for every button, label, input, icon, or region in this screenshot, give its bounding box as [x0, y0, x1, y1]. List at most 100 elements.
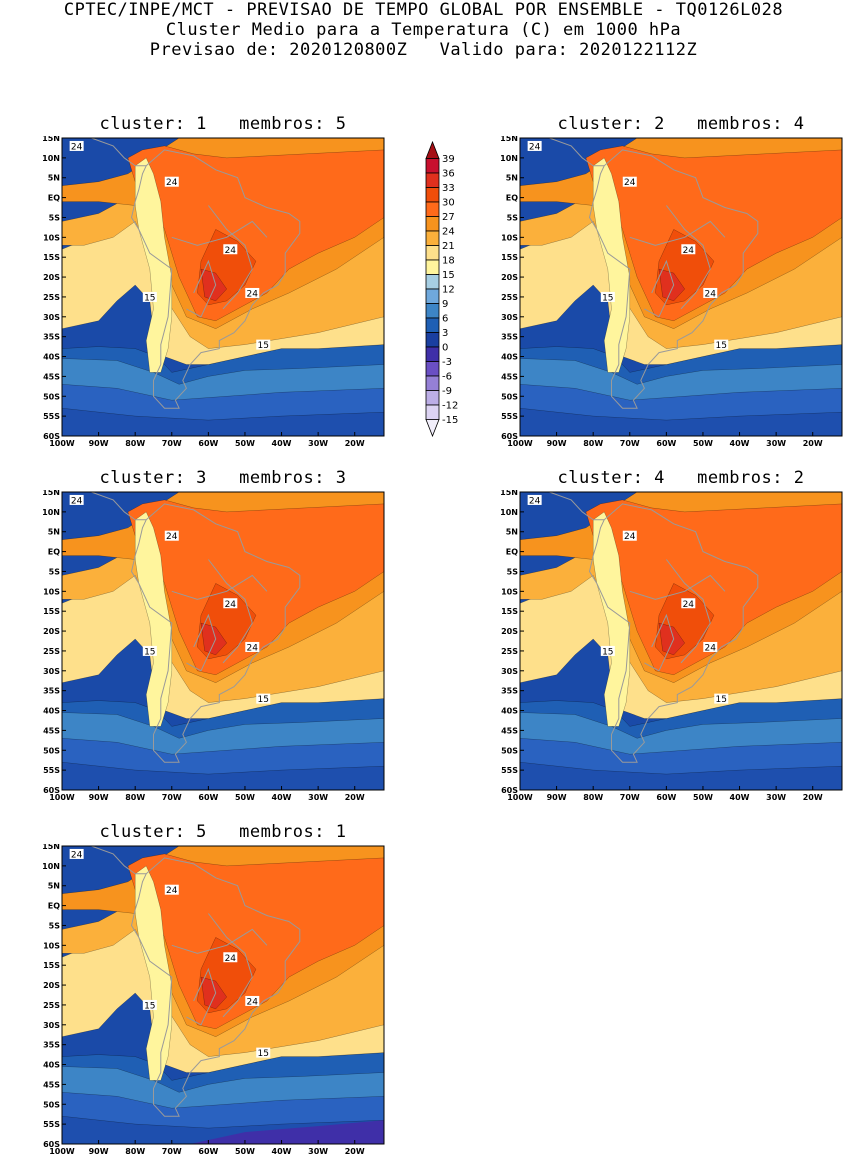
colorbar-swatch-9 — [425, 274, 440, 290]
contour-label-box-4 — [256, 693, 271, 704]
lat-label-5: 10S — [43, 941, 60, 950]
temp-band-10 — [134, 157, 173, 373]
lat-label-15: 60S — [43, 786, 60, 795]
colorbar-label-14: -3 — [442, 357, 452, 368]
lat-label-8: 25S — [43, 1001, 60, 1010]
contour-label-4: 15 — [258, 1049, 269, 1059]
temp-band-9 — [200, 268, 227, 302]
contour-label-box-3 — [703, 641, 718, 652]
contour-label-box-0 — [142, 999, 157, 1010]
contour-label-box-4 — [256, 339, 271, 350]
lat-label-9: 30S — [501, 313, 518, 322]
lon-label-1: 90W — [547, 793, 567, 802]
lat-label-4: 5S — [49, 567, 61, 576]
coastline-3 — [208, 913, 253, 1018]
coastline-2 — [644, 613, 675, 672]
lat-label-14: 55S — [501, 766, 518, 775]
lon-label-8: 20W — [345, 793, 365, 802]
lat-label-6: 15S — [501, 607, 518, 616]
lat-label-10: 35S — [501, 333, 518, 342]
lat-label-10: 35S — [43, 333, 60, 342]
colorbar-label-18: -15 — [442, 415, 458, 426]
colorbar-label-15: -6 — [442, 372, 452, 383]
coastline-0 — [130, 503, 301, 763]
contour-label-1: 24 — [624, 532, 636, 542]
coastline-0 — [130, 149, 301, 409]
coastline-1 — [548, 492, 605, 521]
colorbar-label-4: 27 — [442, 212, 455, 223]
coastline-2 — [186, 259, 217, 318]
contour-label-box-2 — [223, 598, 238, 609]
map-panel-5: 15 24 24 24 15 24 15N 10N 5N EQ 5S 10S 15S 20S 25S 30S 3… — [42, 844, 385, 1156]
lat-label-1: 10N — [42, 862, 60, 871]
contour-label-box-2 — [681, 244, 696, 255]
temp-band-9 — [200, 622, 227, 656]
lat-label-14: 55S — [43, 1120, 60, 1129]
contour-label-box-5 — [527, 494, 542, 505]
colorbar-swatch-11 — [425, 303, 440, 319]
lon-label-4: 60W — [656, 439, 676, 448]
coastline-3 — [208, 559, 253, 664]
colorbar-label-2: 33 — [442, 183, 455, 194]
lon-label-0: 100W — [507, 439, 533, 448]
colorbar-label-17: -12 — [442, 401, 458, 412]
contour-label-box-2 — [681, 598, 696, 609]
colorbar-label-6: 21 — [442, 241, 455, 252]
lon-label-6: 40W — [272, 439, 292, 448]
contour-label-box-1 — [622, 530, 637, 541]
contour-label-2: 24 — [683, 246, 695, 256]
temp-band-7 — [585, 499, 842, 676]
coastline-4 — [629, 574, 726, 600]
lat-label-1: 10N — [42, 154, 60, 163]
lon-label-6: 40W — [730, 793, 750, 802]
lat-label-9: 30S — [43, 667, 60, 676]
coastline-3 — [666, 205, 711, 310]
temp-band-10 — [592, 157, 631, 373]
lon-label-0: 100W — [49, 793, 75, 802]
contour-label-box-5 — [69, 848, 84, 859]
lon-label-1: 90W — [89, 793, 109, 802]
lat-label-0: 15N — [42, 490, 60, 497]
lat-label-4: 5S — [507, 567, 519, 576]
map-frame — [519, 491, 843, 791]
lat-label-12: 45S — [501, 372, 518, 381]
lat-label-2: 5N — [506, 528, 518, 537]
lon-label-8: 20W — [803, 439, 823, 448]
lat-label-15: 60S — [501, 432, 518, 441]
lat-label-10: 35S — [43, 1041, 60, 1050]
coastline-4 — [171, 220, 268, 246]
lat-label-6: 15S — [43, 607, 60, 616]
lon-label-5: 50W — [693, 793, 713, 802]
header-line-2: Cluster Medio para a Temperatura (C) em … — [165, 20, 682, 40]
lat-label-1: 10N — [500, 508, 518, 517]
contour-label-box-5 — [69, 494, 84, 505]
temp-band-7 — [127, 853, 384, 1030]
temp-band-9 — [658, 622, 685, 656]
colorbar-label-10: 9 — [442, 299, 448, 310]
lat-label-7: 20S — [43, 627, 60, 636]
lat-label-6: 15S — [43, 253, 60, 262]
contour-label-box-4 — [714, 339, 729, 350]
panel-title-1: cluster: 1 membros: 5 — [99, 114, 347, 134]
map-frame — [61, 491, 385, 791]
lon-label-2: 80W — [125, 439, 145, 448]
colorbar-label-0: 39 — [442, 154, 455, 165]
lon-label-8: 20W — [345, 439, 365, 448]
temp-band-3 — [520, 407, 842, 436]
lat-label-12: 45S — [43, 726, 60, 735]
contour-label-box-4 — [256, 1047, 271, 1058]
contour-label-3: 24 — [705, 643, 717, 653]
colorbar-label-12: 3 — [442, 328, 448, 339]
coastline-2 — [186, 967, 217, 1026]
colorbar-label-13: 0 — [442, 343, 448, 354]
lon-label-2: 80W — [125, 1147, 145, 1156]
contour-label-1: 24 — [166, 178, 178, 188]
coastline-2 — [186, 613, 217, 672]
temp-band-3 — [520, 761, 842, 790]
lat-label-8: 25S — [43, 647, 60, 656]
header-line-3: Previsao de: 2020120800Z Valido para: 20… — [149, 40, 698, 60]
contour-label-4: 15 — [716, 695, 727, 705]
lat-label-0: 15N — [42, 136, 60, 143]
contour-label-5: 24 — [529, 496, 541, 506]
coastline-1 — [548, 138, 605, 167]
